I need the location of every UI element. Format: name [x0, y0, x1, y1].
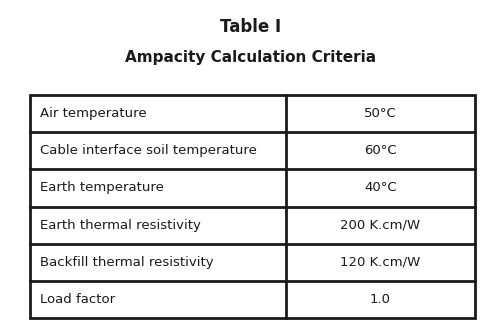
Text: 120 K.cm/W: 120 K.cm/W	[340, 256, 420, 269]
Text: Ampacity Calculation Criteria: Ampacity Calculation Criteria	[125, 50, 376, 65]
Bar	[30, 95, 475, 318]
Text: Earth temperature: Earth temperature	[40, 181, 164, 195]
Text: 50°C: 50°C	[364, 107, 397, 120]
Text: 60°C: 60°C	[364, 144, 397, 157]
Text: Table I: Table I	[220, 18, 281, 36]
Text: Cable interface soil temperature: Cable interface soil temperature	[40, 144, 257, 157]
Text: 200 K.cm/W: 200 K.cm/W	[340, 218, 420, 232]
Text: 40°C: 40°C	[364, 181, 397, 195]
Text: Earth thermal resistivity: Earth thermal resistivity	[40, 218, 201, 232]
Text: Air temperature: Air temperature	[40, 107, 147, 120]
Text: Load factor: Load factor	[40, 293, 115, 306]
Text: Backfill thermal resistivity: Backfill thermal resistivity	[40, 256, 213, 269]
Text: 1.0: 1.0	[370, 293, 391, 306]
